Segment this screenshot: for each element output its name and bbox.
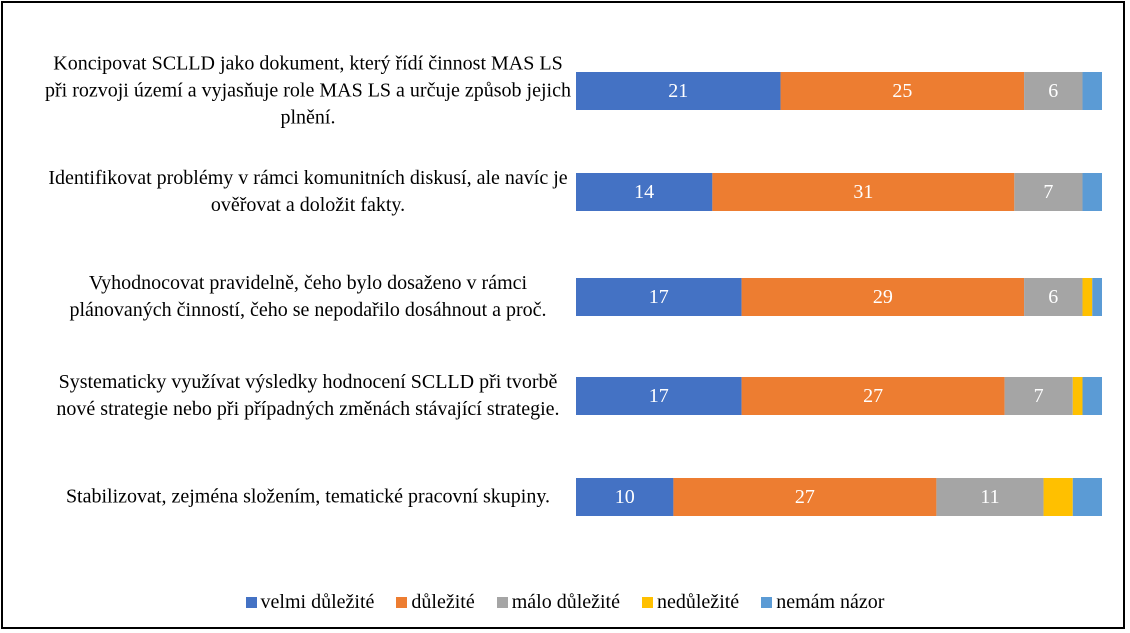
legend-label: velmi důležité	[260, 591, 375, 613]
legend-item: důležité	[396, 591, 475, 614]
bar-segment	[673, 478, 937, 516]
category-label: Identifikovat problémy v rámci komunitní…	[48, 167, 568, 216]
data-label: 17	[649, 385, 669, 407]
category-label: Stabilizovat, zejména složením, tematick…	[65, 485, 551, 508]
bar-segment	[1024, 278, 1083, 316]
plot: 21 25 6 14 31 7 17 29 6 17 27 7 10 27 11	[576, 72, 1102, 516]
legend-label: nedůležité	[657, 591, 740, 613]
bar-segment	[1082, 377, 1102, 415]
bar-segment	[1082, 72, 1102, 110]
bar-segment	[1024, 72, 1083, 110]
data-label: 11	[980, 486, 999, 508]
bar-segment	[1004, 377, 1073, 415]
legend-item: nedůležité	[642, 591, 739, 614]
category-label: Koncipovat SCLLD jako dokument, který ří…	[45, 52, 571, 129]
bar-segment	[1072, 478, 1102, 516]
bar-segment	[1014, 173, 1083, 211]
data-label: 25	[892, 80, 912, 102]
data-label: 17	[649, 286, 669, 308]
bar-segment	[936, 478, 1044, 516]
legend-label: málo důležité	[511, 591, 620, 613]
legend-swatch	[396, 597, 408, 608]
data-label: 7	[1043, 181, 1053, 203]
legend-item: velmi důležité	[245, 591, 375, 614]
data-label: 27	[795, 486, 815, 508]
bar-segment	[1082, 173, 1102, 211]
legend-swatch	[761, 597, 773, 608]
data-label: 14	[634, 181, 654, 203]
data-label: 21	[668, 80, 688, 102]
category-label: Vyhodnocovat pravidelně, čeho bylo dosaž…	[69, 272, 547, 321]
bar-segment	[1092, 278, 1102, 316]
legend-label: důležité	[411, 591, 475, 613]
bar-segment	[576, 478, 674, 516]
data-label: 29	[873, 286, 893, 308]
bar-segment	[741, 278, 1025, 316]
bar-segment	[1043, 478, 1073, 516]
bar-segment	[741, 377, 1005, 415]
legend-swatch	[245, 597, 257, 608]
data-label: 6	[1048, 286, 1058, 308]
bar-segment	[712, 173, 1015, 211]
bar-segment	[1082, 278, 1093, 316]
legend-label: nemám názor	[776, 591, 885, 613]
bar-segment	[576, 278, 742, 316]
legend: velmi důležité důležité málo důležité nedůl…	[3, 591, 1127, 614]
bar-segment	[576, 173, 713, 211]
data-label: 6	[1048, 80, 1058, 102]
bar-segment	[780, 72, 1025, 110]
legend-item: nemám názor	[761, 591, 884, 614]
bar-segment	[1072, 377, 1083, 415]
category-label: Systematicky využívat výsledky hodnocení…	[56, 371, 560, 420]
bar-segment	[576, 377, 742, 415]
data-label: 31	[853, 181, 873, 203]
data-label: 10	[615, 486, 635, 508]
legend-swatch	[496, 597, 508, 608]
legend-swatch	[642, 597, 653, 608]
data-label: 7	[1034, 385, 1044, 407]
data-label: 27	[863, 385, 883, 407]
bar-segment	[576, 72, 781, 110]
legend-item: málo důležité	[496, 591, 620, 614]
